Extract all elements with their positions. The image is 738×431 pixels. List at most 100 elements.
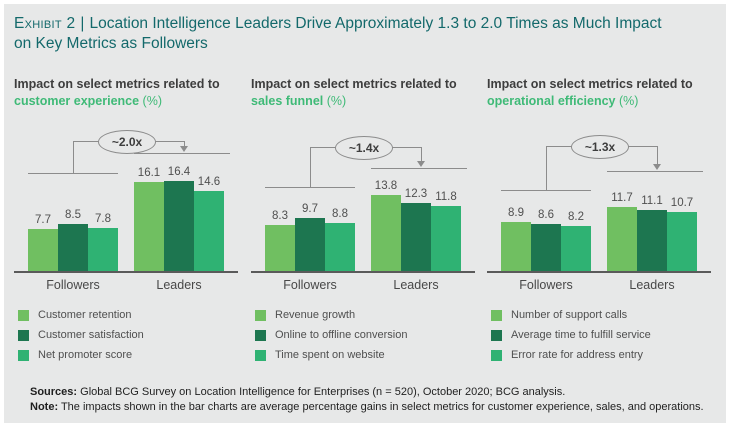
bar-leaders-series-2: 16.4 (164, 166, 194, 271)
legend-swatch (491, 309, 502, 321)
x-label-leaders: Leaders (629, 278, 675, 292)
followers-bar-group: 7.7 8.5 7.8 (28, 209, 118, 271)
sources-text: Global BCG Survey on Location Intelligen… (77, 386, 566, 398)
leaders-bar-group: 11.7 11.1 10.7 (607, 192, 697, 271)
followers-bar-group: 8.3 9.7 8.8 (265, 203, 355, 271)
leaders-bar-group: 13.8 12.3 11.8 (371, 180, 461, 271)
exhibit-title: Exhibit 2 | Location Intelligence Leaders … (14, 14, 662, 54)
note-line: Note: The impacts shown in the bar chart… (30, 400, 704, 415)
bar-value-label: 7.7 (35, 214, 51, 226)
chart-heading: Impact on select metrics related to oper… (487, 76, 711, 128)
bar-value-label: 10.7 (670, 197, 694, 209)
sources-line: Sources: Global BCG Survey on Location I… (30, 385, 704, 400)
leaders-bracket-line (371, 168, 467, 169)
bar-value-label: 11.1 (641, 195, 663, 207)
chart-heading-unit: (%) (326, 94, 347, 108)
exhibit-label: Exhibit 2 (14, 15, 76, 32)
x-label-followers: Followers (519, 278, 573, 292)
footer-notes: Sources: Global BCG Survey on Location I… (30, 385, 704, 415)
arrow-line (421, 147, 422, 162)
bar-value-label: 8.8 (332, 208, 348, 220)
legend-swatch (18, 309, 29, 321)
legend-swatch (491, 329, 502, 341)
followers-bracket-line (501, 190, 591, 191)
chart-heading-unit: (%) (142, 94, 162, 108)
chart-heading-metric-line: customer experience (%) (14, 93, 238, 110)
legend-label: Error rate for address entry (511, 349, 644, 361)
sources-label: Sources: (30, 386, 78, 398)
legend-item: Average time to fulfill service (491, 329, 711, 341)
legend-swatch (255, 329, 266, 341)
legend-swatch (18, 349, 29, 361)
bar-followers-series-3: 8.8 (325, 208, 355, 271)
legend-label: Online to offline conversion (275, 329, 408, 341)
bar-value-label: 12.3 (404, 188, 428, 200)
bar-leaders-series-1: 13.8 (371, 180, 401, 271)
bar-value-label: 8.6 (538, 209, 554, 221)
legend-item: Customer retention (18, 309, 238, 321)
legend-label: Time spent on website (275, 349, 385, 361)
x-label-leaders: Leaders (393, 278, 439, 292)
bar-leaders-series-3: 10.7 (667, 197, 697, 271)
bar-followers-series-2: 8.6 (531, 209, 561, 271)
x-axis-labels: Followers Leaders (14, 278, 238, 294)
bar-leaders-series-3: 14.6 (194, 176, 224, 271)
bar-followers-series-1: 8.3 (265, 210, 295, 271)
bar-followers-series-1: 8.9 (501, 207, 531, 271)
bar-value-label: 8.3 (272, 210, 288, 222)
bar-plot: ~1.3x 8.9 8.6 8.2 11.7 11.1 10.7 (487, 128, 711, 273)
chart-heading-metric: sales funnel (251, 94, 324, 108)
legend-swatch (491, 349, 502, 361)
leaders-bracket-line (607, 171, 703, 172)
bar-leaders-series-3: 11.8 (431, 191, 461, 271)
bar-leaders-series-2: 12.3 (401, 188, 431, 271)
title-text-line1: Location Intelligence Leaders Drive Appr… (89, 15, 662, 32)
chart-heading-unit: (%) (619, 94, 639, 108)
legend-item: Number of support calls (491, 309, 711, 321)
chart-customer-experience: Impact on select metrics related to cust… (14, 76, 238, 369)
bar-plot: ~1.4x 8.3 9.7 8.8 13.8 12.3 11.8 (251, 128, 475, 273)
arrow-line (184, 141, 185, 147)
legend-label: Net promoter score (38, 349, 133, 361)
multiplier-badge: ~1.4x (335, 136, 393, 160)
legend-label: Revenue growth (275, 309, 356, 321)
followers-bar-group: 8.9 8.6 8.2 (501, 207, 591, 271)
chart-heading-metric: operational efficiency (487, 94, 616, 108)
chart-heading-metric: customer experience (14, 94, 140, 108)
legend-swatch (18, 329, 29, 341)
legend-label: Average time to fulfill service (511, 329, 651, 341)
exhibit-card: Exhibit 2 | Location Intelligence Leaders … (4, 4, 726, 423)
legend-item: Online to offline conversion (255, 329, 475, 341)
arrow-down-icon (653, 164, 661, 170)
bar-followers-series-2: 9.7 (295, 203, 325, 271)
charts-row: Impact on select metrics related to cust… (14, 76, 716, 366)
leaders-bar-group: 16.1 16.4 14.6 (134, 166, 224, 271)
leaders-bracket-line (134, 153, 230, 154)
bar-followers-series-2: 8.5 (58, 209, 88, 271)
bar-leaders-series-2: 11.1 (637, 195, 667, 271)
exhibit-title-line2: on Key Metrics as Followers (14, 35, 208, 52)
bar-value-label: 8.2 (568, 211, 584, 223)
x-axis-labels: Followers Leaders (251, 278, 475, 294)
chart-heading: Impact on select metrics related to cust… (14, 76, 238, 128)
legend: Revenue growth Online to offline conversi… (251, 309, 475, 361)
chart-operational-efficiency: Impact on select metrics related to oper… (487, 76, 711, 369)
x-label-followers: Followers (46, 278, 100, 292)
chart-heading-prefix: Impact on select metrics related to (251, 77, 457, 91)
bar-leaders-series-1: 11.7 (607, 192, 637, 271)
note-text: The impacts shown in the bar charts are … (58, 401, 704, 413)
chart-heading-metric-line: sales funnel (%) (251, 93, 475, 110)
chart-heading-prefix: Impact on select metrics related to (14, 77, 220, 91)
legend: Number of support calls Average time to f… (487, 309, 711, 361)
followers-bracket-line (28, 173, 118, 174)
legend-item: Error rate for address entry (491, 349, 711, 361)
bar-followers-series-1: 7.7 (28, 214, 58, 271)
arrow-line (657, 146, 658, 165)
x-label-followers: Followers (283, 278, 337, 292)
multiplier-badge: ~1.3x (571, 135, 629, 159)
x-label-leaders: Leaders (156, 278, 202, 292)
bar-value-label: 8.5 (65, 209, 81, 221)
legend: Customer retention Customer satisfaction N… (14, 309, 238, 361)
legend-item: Net promoter score (18, 349, 238, 361)
title-separator: | (80, 15, 85, 32)
